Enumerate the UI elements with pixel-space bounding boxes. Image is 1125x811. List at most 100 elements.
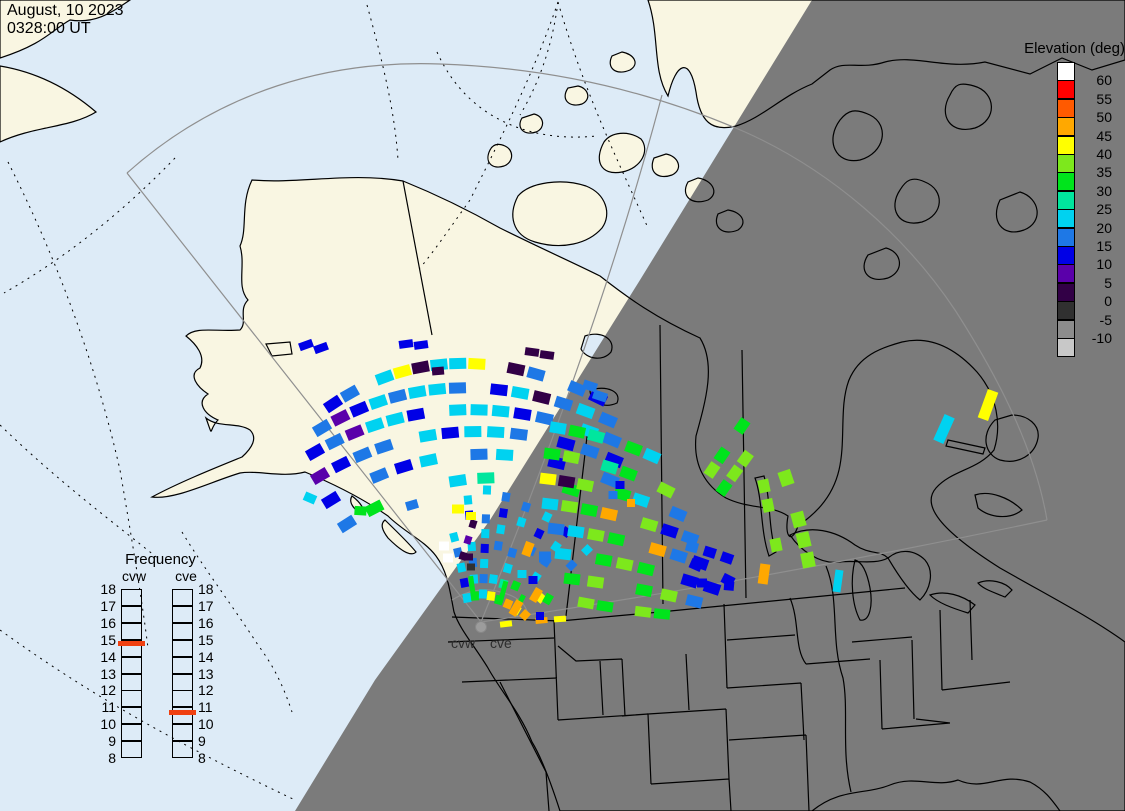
- elevation-color-swatch: [1057, 301, 1075, 321]
- echo-cell: [304, 443, 326, 461]
- echo-cell: [498, 508, 509, 519]
- frequency-ladder-cell: [121, 605, 142, 623]
- echo-cell: [431, 366, 445, 376]
- echo-cell: [510, 385, 530, 400]
- echo-cell: [520, 501, 532, 513]
- echo-cell: [685, 594, 704, 609]
- radar-label-cvw: cvw: [451, 635, 476, 651]
- elevation-color-swatch: [1057, 209, 1075, 229]
- echo-cell: [648, 542, 667, 558]
- frequency-column-cve: cve: [175, 568, 197, 584]
- echo-cell: [565, 559, 578, 572]
- echo-cell: [470, 404, 488, 416]
- echo-cell: [557, 474, 576, 489]
- echo-cell: [634, 605, 652, 618]
- elevation-tick-label: 20: [1096, 219, 1112, 236]
- echo-cells-layer: [298, 338, 999, 628]
- echo-cell: [547, 522, 565, 536]
- echo-cell: [364, 499, 385, 518]
- echo-cell: [463, 535, 473, 545]
- echo-cell: [465, 553, 473, 561]
- echo-cell: [354, 505, 367, 516]
- elevation-tick-label: 40: [1096, 146, 1112, 162]
- echo-cell: [470, 448, 488, 461]
- elevation-tick-label: 50: [1096, 109, 1112, 126]
- elevation-color-swatch: [1057, 62, 1075, 81]
- echo-cell: [656, 481, 676, 499]
- echo-cell: [374, 369, 395, 386]
- radar-site-dot: [475, 621, 487, 633]
- echo-cell: [777, 468, 795, 488]
- echo-cell: [563, 572, 581, 586]
- echo-cell: [320, 490, 342, 510]
- echo-cell: [441, 426, 460, 440]
- frequency-tick-label: 17: [198, 597, 214, 614]
- echo-cell: [703, 461, 721, 479]
- echo-cell: [501, 491, 511, 503]
- echo-cell: [452, 504, 464, 514]
- echo-cell: [624, 440, 643, 457]
- echo-cell: [631, 492, 651, 508]
- elevation-tick-label: 60: [1096, 72, 1112, 89]
- echo-cell: [577, 596, 595, 610]
- elevation-tick-label: 5: [1104, 274, 1112, 291]
- frequency-ladder-cell: [172, 673, 193, 691]
- echo-cell: [680, 573, 699, 589]
- echo-cell: [477, 472, 495, 484]
- echo-cell: [607, 532, 626, 547]
- echo-cell: [688, 558, 704, 572]
- echo-cell: [653, 608, 671, 620]
- echo-cell: [642, 447, 662, 465]
- frequency-ladder-cell: [172, 690, 193, 708]
- elevation-color-swatch: [1057, 264, 1075, 284]
- elevation-color-swatch: [1057, 98, 1075, 118]
- echo-cell: [602, 431, 622, 449]
- echo-cell: [567, 380, 587, 397]
- frequency-tick-label: 16: [198, 614, 214, 631]
- echo-cell: [580, 443, 600, 459]
- echo-cell: [309, 466, 331, 486]
- echo-cell: [406, 407, 426, 422]
- echo-cell: [684, 540, 700, 554]
- echo-cell: [719, 551, 735, 565]
- echo-cell: [543, 447, 561, 461]
- echo-cell: [481, 528, 490, 539]
- frequency-tick-label: 12: [100, 682, 116, 699]
- echo-cell: [576, 478, 595, 493]
- echo-cell: [513, 407, 532, 421]
- frequency-ladder-cell: [172, 622, 193, 640]
- elevation-color-swatch: [1057, 246, 1075, 265]
- frequency-ladder-cell: [121, 656, 142, 674]
- echo-cell: [330, 409, 351, 427]
- elevation-color-swatch: [1057, 80, 1075, 100]
- echo-cell: [298, 338, 314, 352]
- echo-cell: [660, 523, 679, 539]
- echo-cell: [443, 553, 453, 563]
- echo-cell: [497, 580, 509, 604]
- echo-cell: [726, 464, 744, 483]
- echo-cell: [467, 563, 475, 571]
- echo-cell: [553, 395, 574, 412]
- echo-cell: [393, 459, 414, 475]
- echo-cell: [526, 366, 546, 382]
- echo-cell: [560, 499, 579, 514]
- echo-cell: [413, 340, 429, 350]
- echo-cell: [795, 531, 812, 549]
- echo-cell: [493, 540, 503, 551]
- echo-cell: [519, 608, 531, 622]
- frequency-ladder-cell: [172, 589, 193, 606]
- echo-cell: [680, 530, 700, 546]
- echo-cell: [349, 400, 370, 418]
- frequency-ladder-cell: [121, 690, 142, 708]
- echo-cell: [302, 491, 318, 505]
- echo-cell: [539, 551, 551, 563]
- echo-cell: [587, 528, 605, 542]
- elevation-legend-title: Elevation (deg): [1024, 40, 1125, 57]
- echo-cell: [586, 428, 606, 444]
- echo-cell: [368, 394, 389, 410]
- frequency-ladder-cell: [172, 605, 193, 623]
- elevation-color-swatch: [1057, 135, 1075, 155]
- echo-cell: [534, 591, 547, 604]
- frequency-ladder-cell: [172, 741, 193, 759]
